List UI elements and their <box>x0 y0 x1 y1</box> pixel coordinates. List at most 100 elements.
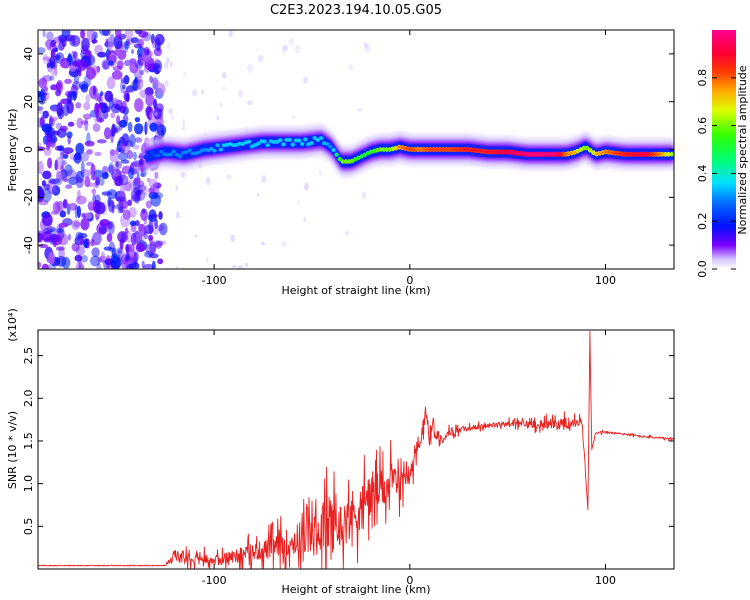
noise-blob <box>140 172 145 177</box>
noise-blob <box>91 174 97 181</box>
noise-blob <box>137 184 146 192</box>
noise-blob <box>38 261 42 269</box>
noise-speck <box>295 45 301 54</box>
signal-core-cell <box>507 151 511 153</box>
noise-speck <box>238 89 244 98</box>
noise-speck <box>257 54 264 62</box>
noise-blob <box>80 120 89 125</box>
signal-core-cell <box>620 152 624 155</box>
noise-speck <box>357 108 363 112</box>
noise-blob <box>76 205 81 218</box>
signal-core-cell <box>529 153 533 156</box>
noise-blob <box>114 104 120 110</box>
spectrogram-x-ticks: -100 0 100 <box>202 30 616 287</box>
signal-core-cell <box>645 153 649 156</box>
colorbar-tick-label: 0.2 <box>696 212 709 230</box>
noise-blob <box>65 169 77 179</box>
noise-blob <box>125 252 130 261</box>
y-tick-label: 0 <box>22 146 35 153</box>
signal-core-cell <box>450 148 455 151</box>
noise-blob <box>154 241 162 249</box>
noise-blob <box>71 242 80 252</box>
noise-speck <box>303 216 307 222</box>
signal-core-cell <box>488 151 492 153</box>
signal-core-cell <box>554 153 558 156</box>
noise-blob <box>134 123 144 135</box>
noise-blob <box>38 232 43 243</box>
signal-cell <box>328 144 333 149</box>
signal-core-cell <box>526 153 530 156</box>
signal-cell <box>246 139 252 144</box>
noise-blob <box>50 116 58 122</box>
signal-cell <box>274 139 280 144</box>
signal-core-cell <box>573 151 577 154</box>
noise-blob <box>74 204 79 219</box>
noise-blob <box>96 139 107 144</box>
noise-speck <box>182 126 186 130</box>
noise-blob <box>46 138 50 151</box>
signal-core-cell <box>491 151 495 153</box>
noise-blob <box>75 170 84 183</box>
noise-blob <box>124 59 131 67</box>
signal-cell <box>156 153 161 158</box>
signal-cell <box>196 150 202 155</box>
noise-blob <box>134 76 138 84</box>
noise-blob <box>56 170 63 182</box>
noise-speck <box>345 230 349 236</box>
noise-blob <box>133 251 138 266</box>
snr-plot-area <box>38 330 674 569</box>
noise-blob <box>84 140 95 147</box>
noise-speck <box>247 100 253 106</box>
signal-core-cell <box>563 153 567 156</box>
noise-blob <box>43 86 48 92</box>
noise-blob <box>89 85 98 99</box>
noise-speck <box>182 71 187 77</box>
noise-blob <box>55 81 62 91</box>
noise-blob <box>47 157 53 169</box>
noise-blob <box>125 38 130 46</box>
snr-y-multiplier: (x10⁴) <box>6 308 19 342</box>
signal-core-cell <box>413 148 417 151</box>
noise-blob <box>118 152 128 162</box>
noise-blob <box>49 136 56 149</box>
noise-blob <box>74 254 83 262</box>
signal-cell <box>337 157 342 162</box>
noise-blob <box>101 191 113 196</box>
noise-blob <box>115 30 122 39</box>
noise-blob <box>80 217 90 231</box>
signal-track <box>143 124 674 177</box>
signal-core-cell <box>513 151 517 154</box>
noise-blob <box>62 104 70 117</box>
noise-blob <box>73 74 80 85</box>
noise-blob <box>134 233 144 246</box>
signal-cell <box>287 137 292 142</box>
noise-blob <box>110 112 116 119</box>
noise-speck <box>304 182 309 191</box>
noise-blob <box>103 90 113 102</box>
y-tick-label: 2.5 <box>22 347 35 365</box>
noise-blob <box>152 227 159 236</box>
noise-blob <box>75 245 85 256</box>
signal-core-cell <box>629 153 633 156</box>
noise-blob <box>121 100 127 110</box>
signal-cell <box>281 142 286 147</box>
signal-cell <box>278 138 283 143</box>
noise-blob <box>157 258 164 265</box>
noise-blob <box>109 149 120 163</box>
noise-blob <box>79 152 90 162</box>
noise-blob <box>133 43 142 49</box>
noise-blob <box>106 233 113 243</box>
y-tick-label: 20 <box>22 95 35 109</box>
noise-blob <box>127 37 135 45</box>
noise-blob <box>100 91 104 97</box>
noise-blob <box>129 133 136 148</box>
noise-blob <box>54 65 58 77</box>
noise-blob <box>68 233 71 241</box>
noise-speck <box>222 71 227 79</box>
noise-speck <box>281 240 287 247</box>
noise-blob <box>156 124 167 137</box>
noise-blob <box>76 261 84 269</box>
noise-blob <box>124 30 134 39</box>
signal-cell <box>187 148 192 153</box>
noise-blob <box>68 176 78 186</box>
